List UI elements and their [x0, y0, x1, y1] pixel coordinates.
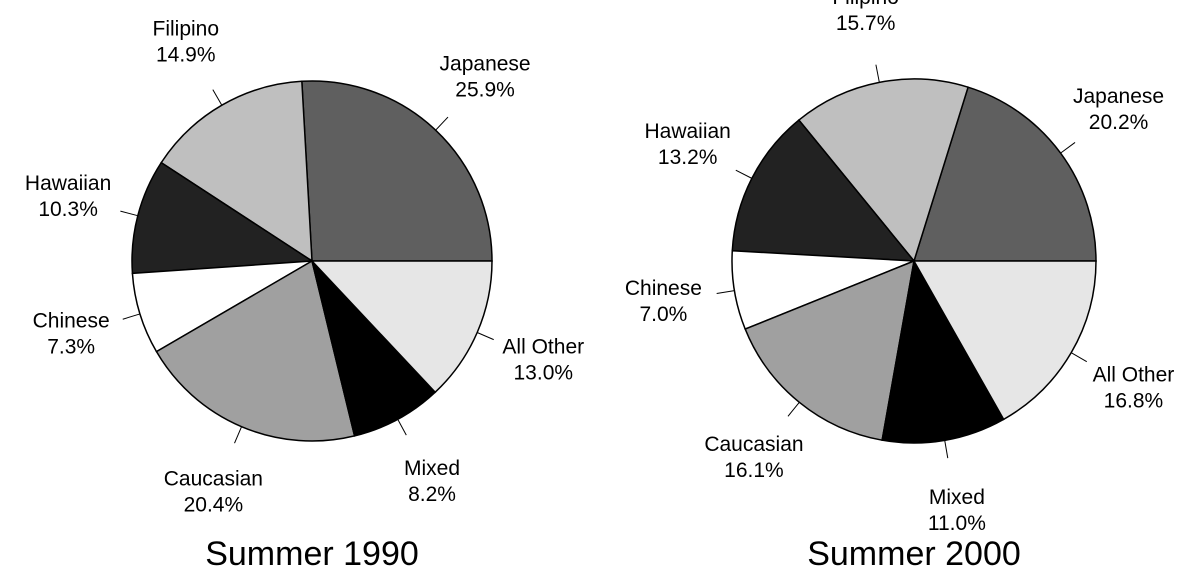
value-label: 11.0%: [928, 512, 986, 535]
slice-label: Filipino: [153, 17, 220, 40]
value-label: 13.0%: [514, 362, 574, 385]
leader-line: [735, 169, 753, 179]
leader-line: [234, 426, 243, 444]
slice-label: All Other: [502, 336, 584, 359]
value-label: 13.2%: [658, 146, 718, 169]
pie-slice: [310, 258, 437, 437]
value-label: 25.9%: [455, 78, 515, 101]
slice-label: Caucasian: [164, 467, 263, 490]
value-label: 10.3%: [38, 198, 98, 221]
leader-line: [122, 313, 141, 320]
value-label: 7.3%: [47, 336, 95, 359]
pie-slice: [912, 86, 1097, 262]
leader-line: [212, 89, 223, 106]
leader-line: [1060, 142, 1076, 154]
chart-title: Summer 2000: [807, 535, 1021, 573]
leader-line: [1070, 352, 1088, 363]
pie-slice: [744, 259, 915, 442]
slice-label: Hawaiian: [644, 120, 730, 143]
pie-slice: [301, 80, 493, 262]
value-label: 20.4%: [184, 493, 244, 516]
value-label: 16.1%: [724, 459, 784, 482]
slice-label: Hawaiian: [25, 172, 111, 195]
pie-slice: [160, 80, 313, 263]
leader-line: [120, 210, 138, 217]
value-label: 15.7%: [836, 12, 896, 35]
pie-slice: [155, 259, 356, 442]
value-label: 8.2%: [408, 483, 456, 506]
leader-line: [476, 332, 494, 341]
slice-label: Chinese: [33, 310, 110, 333]
chart-title: Summer 1990: [205, 535, 419, 573]
leader-line: [944, 440, 949, 459]
leader-line: [875, 64, 880, 83]
leader-line: [787, 402, 800, 417]
slice-label: Mixed: [404, 457, 460, 480]
slice-label: All Other: [1093, 363, 1175, 386]
pie-slice: [131, 161, 315, 275]
value-label: 7.0%: [639, 303, 687, 326]
leader-line: [435, 116, 449, 131]
slice-label: Japanese: [1073, 85, 1164, 108]
slice-label: Mixed: [929, 486, 985, 509]
leader-line: [397, 419, 407, 436]
pie-slice: [310, 260, 493, 394]
value-label: 16.8%: [1104, 389, 1164, 412]
slice-label: Japanese: [440, 52, 531, 75]
leader-line: [716, 290, 735, 295]
slice-label: Filipino: [832, 0, 899, 9]
value-label: 14.9%: [156, 43, 216, 66]
value-label: 20.2%: [1089, 111, 1149, 134]
slice-label: Chinese: [625, 277, 702, 300]
slice-label: Caucasian: [704, 433, 803, 456]
